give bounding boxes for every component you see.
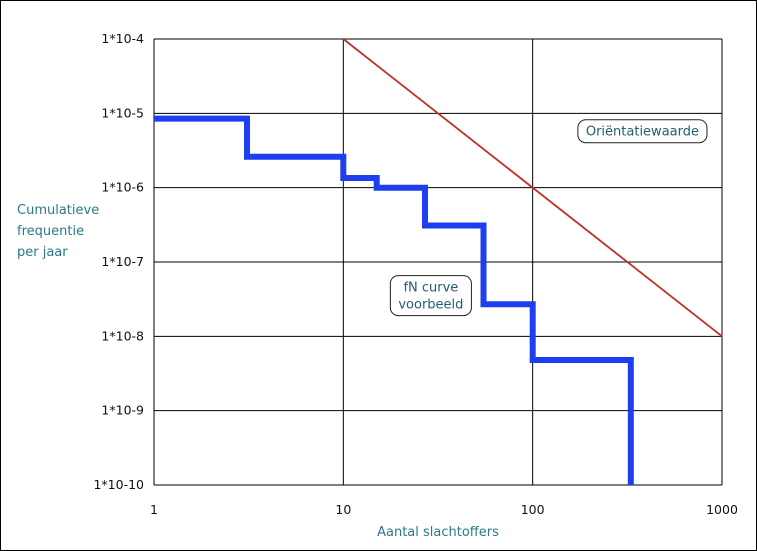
y-tick-label: 1*10-9 <box>101 403 144 418</box>
y-axis-label-line: frequentie <box>17 224 84 239</box>
annotation-text: Oriëntatiewaarde <box>586 125 699 140</box>
fn-curve-series <box>154 115 634 485</box>
tick-labels: 1 10 100 1000 1*10-4 1*10-5 1*10-6 1*10-7 1*10-8… <box>93 31 737 517</box>
y-tick-label: 1*10-8 <box>101 328 144 343</box>
y-tick-label: 1*10-6 <box>101 180 144 195</box>
y-tick-label: 1*10-7 <box>101 254 144 269</box>
annotation-box <box>577 119 708 144</box>
annotation-orientatiewaarde: Oriëntatiewaarde <box>577 119 708 144</box>
y-tick-label: 1*10-4 <box>101 31 144 46</box>
x-tick-label: 1000 <box>706 502 738 517</box>
annotation-text: voorbeeld <box>398 298 463 313</box>
y-tick-label: 1*10-5 <box>101 105 144 120</box>
grid <box>153 38 723 486</box>
x-tick-label: 10 <box>335 502 351 517</box>
series <box>154 38 723 485</box>
y-axis-label: Cumulatieve frequentie per jaar <box>17 203 99 260</box>
annotation-box <box>389 275 472 317</box>
y-axis-label-line: Cumulatieve <box>17 203 99 218</box>
annotation-text: fN curve <box>403 281 458 296</box>
x-tick-label: 1 <box>150 502 158 517</box>
y-axis-label-line: per jaar <box>17 245 68 260</box>
annotations: Oriëntatiewaarde fN curve voorbeeld <box>389 119 708 317</box>
y-tick-label: 1*10-10 <box>93 477 144 492</box>
orientatiewaarde-line <box>342 38 723 338</box>
annotation-fn-curve: fN curve voorbeeld <box>389 275 472 317</box>
x-tick-label: 100 <box>521 502 545 517</box>
x-axis-label: Aantal slachtoffers <box>377 525 499 540</box>
